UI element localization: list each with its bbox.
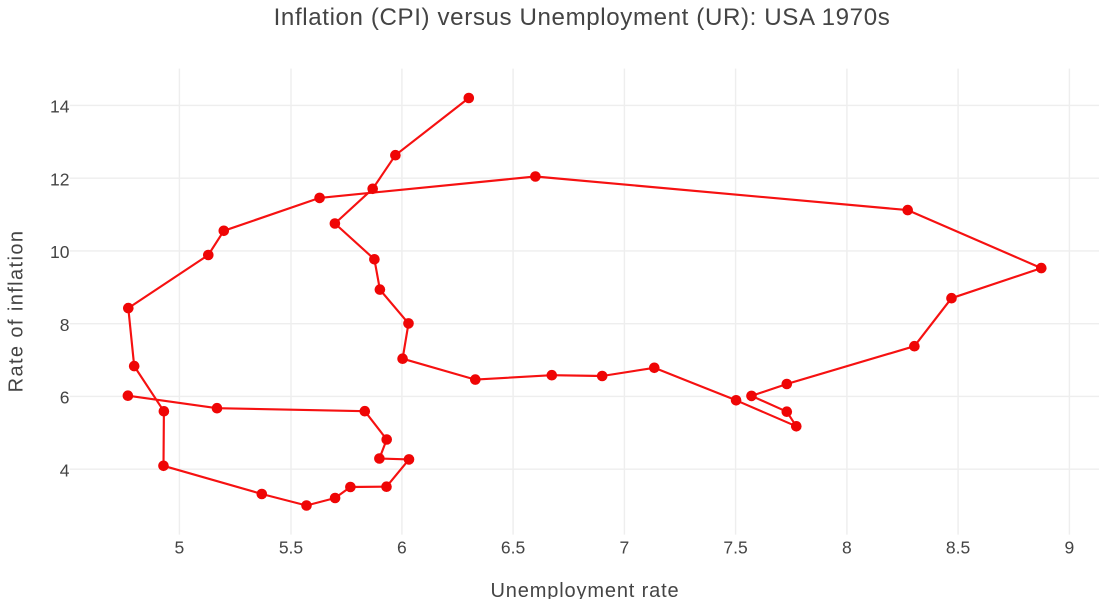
- svg-text:14: 14: [50, 97, 70, 117]
- svg-text:Unemployment rate: Unemployment rate: [491, 580, 680, 599]
- svg-text:Inflation (CPI) versus Unemplo: Inflation (CPI) versus Unemployment (UR)…: [274, 4, 891, 31]
- svg-text:8: 8: [60, 315, 70, 335]
- svg-text:6.5: 6.5: [501, 538, 525, 558]
- svg-text:10: 10: [50, 242, 70, 262]
- svg-text:7.5: 7.5: [723, 538, 747, 558]
- svg-text:8.5: 8.5: [946, 538, 970, 558]
- svg-text:8: 8: [842, 538, 852, 558]
- svg-text:5: 5: [175, 538, 185, 558]
- svg-text:9: 9: [1065, 538, 1075, 558]
- svg-text:6: 6: [60, 388, 70, 408]
- svg-text:7: 7: [620, 538, 630, 558]
- svg-text:5.5: 5.5: [279, 538, 303, 558]
- svg-text:Rate of inflation: Rate of inflation: [6, 230, 28, 393]
- svg-text:4: 4: [60, 461, 70, 481]
- svg-text:12: 12: [50, 170, 69, 190]
- svg-text:6: 6: [397, 538, 407, 558]
